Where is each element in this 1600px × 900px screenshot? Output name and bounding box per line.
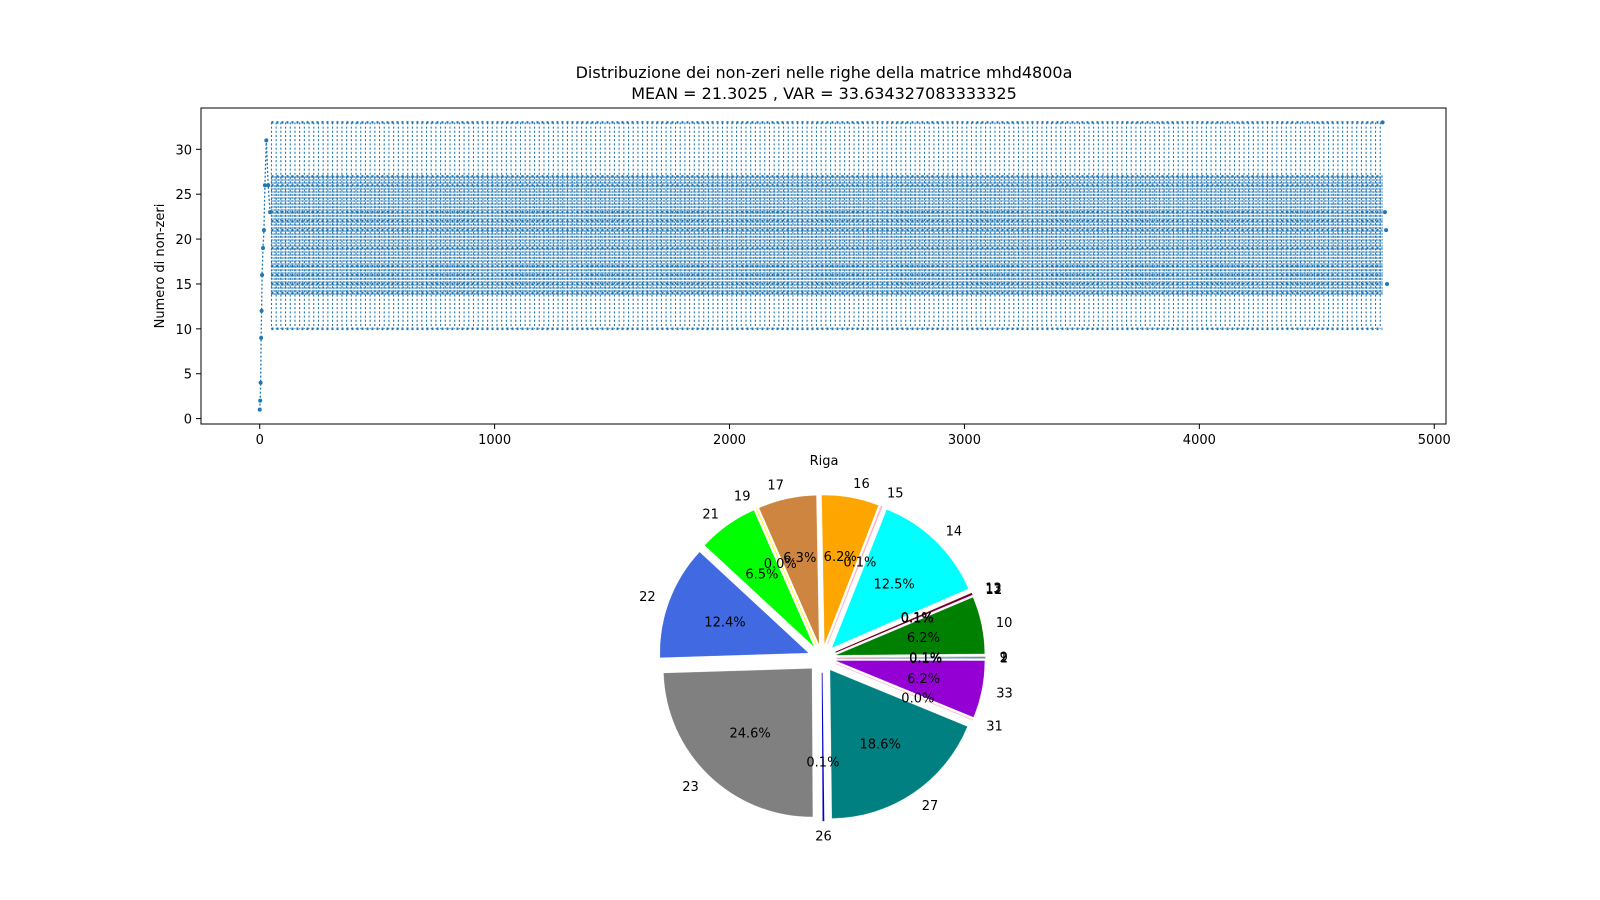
pie-pct-10: 6.2% (907, 631, 940, 646)
chart-title: Distribuzione dei non-zeri nelle righe d… (576, 63, 1073, 82)
pie-pct-23: 24.6% (729, 727, 770, 742)
pie-label-17: 17 (767, 479, 784, 494)
y-axis-ticks: 0 5 10 15 20 25 30 (175, 143, 201, 428)
pie-pct-14: 12.5% (873, 578, 914, 593)
y-axis-label: Numero di non-zeri (153, 204, 168, 329)
pie-slice-22 (660, 552, 809, 658)
pie-pct-17: 6.3% (783, 551, 816, 566)
pie-slice-26 (821, 672, 825, 822)
pie-label-26: 26 (815, 830, 832, 845)
pie-pct-13: 0.1% (901, 611, 934, 626)
y-tick-label: 25 (175, 188, 192, 203)
pie-chart: 10.1% 20.1% 90.1%106.2%110.1%120.1%130.1%1… (639, 477, 1013, 844)
data-point (266, 183, 271, 188)
pie-label-31: 31 (986, 720, 1003, 735)
data-line-startup (259, 140, 271, 410)
pie-pct-9: 0.1% (909, 651, 942, 666)
pie-slice-27 (830, 670, 968, 819)
pie-label-12: 12 (985, 582, 1002, 597)
pie-pct-21: 6.5% (745, 568, 778, 583)
pie-label-2: 2 (1000, 651, 1008, 666)
pie-slice-17 (759, 495, 819, 644)
pie-pct-27: 18.6% (860, 738, 901, 753)
pie-pct-19: 0.0% (764, 557, 797, 572)
pie-pct-33: 6.2% (907, 672, 940, 687)
y-tick-label: 5 (184, 368, 192, 383)
pie-label-1: 1 (1000, 652, 1008, 667)
data-point (264, 138, 269, 143)
pie-pct-12: 0.1% (901, 611, 934, 626)
plot-area (201, 108, 1446, 424)
pie-slice-19 (755, 508, 817, 645)
x-axis-ticks: 0 1000 2000 3000 4000 5000 (256, 424, 1451, 448)
data-point (259, 335, 264, 340)
pie-label-27: 27 (922, 799, 939, 814)
y-tick-label: 20 (175, 233, 192, 248)
pie-slice-23 (663, 668, 813, 817)
x-tick-label: 4000 (1183, 433, 1216, 448)
pie-slice-31 (835, 663, 974, 721)
pie-label-33: 33 (996, 686, 1013, 701)
y-tick-label: 15 (175, 278, 192, 293)
pie-label-14: 14 (946, 525, 963, 540)
pie-pct-15: 0.1% (843, 556, 876, 571)
pie-pct-31: 0.0% (901, 691, 934, 706)
data-point (1385, 281, 1390, 286)
data-point (257, 407, 262, 412)
pie-pct-26: 0.1% (806, 756, 839, 771)
pie-slice-21 (704, 510, 814, 647)
data-point (1384, 228, 1389, 233)
pie-slice-10 (836, 597, 985, 656)
pie-label-23: 23 (682, 780, 699, 795)
y-tick-label: 30 (175, 143, 192, 158)
pie-label-9: 9 (1000, 651, 1008, 666)
pie-pct-11: 0.1% (901, 612, 934, 627)
x-tick-label: 3000 (948, 433, 981, 448)
pie-slice-33 (836, 660, 985, 718)
data-point (261, 246, 266, 251)
pie-label-21: 21 (702, 507, 719, 522)
data-point (262, 183, 267, 188)
x-tick-label: 1000 (478, 433, 511, 448)
pie-slice-9 (836, 656, 986, 659)
x-tick-label: 2000 (713, 433, 746, 448)
scatter-marks (257, 120, 1390, 412)
data-point (258, 398, 263, 403)
pie-labels: 10.1% 20.1% 90.1%106.2%110.1%120.1%130.1%1… (639, 477, 1013, 844)
pie-label-10: 10 (996, 616, 1013, 631)
data-point (260, 272, 265, 277)
pie-pct-22: 12.4% (704, 616, 745, 631)
pie-slice-14 (832, 509, 969, 648)
x-tick-label: 0 (256, 433, 264, 448)
pie-slices (660, 495, 986, 822)
pie-pct-2: 0.1% (909, 652, 942, 667)
data-point (1380, 120, 1385, 125)
pie-label-15: 15 (887, 487, 904, 502)
pie-label-13: 13 (985, 582, 1002, 597)
pie-pct-1: 0.1% (909, 652, 942, 667)
pie-label-11: 11 (986, 583, 1003, 598)
x-tick-label: 5000 (1418, 433, 1451, 448)
data-point (259, 308, 264, 313)
y-tick-label: 10 (175, 323, 192, 338)
pie-pct-16: 6.2% (824, 550, 857, 565)
chart-subtitle: MEAN = 21.3025 , VAR = 33.63432708333332… (631, 84, 1017, 103)
pie-slice-15 (827, 505, 883, 645)
pie-label-19: 19 (734, 489, 751, 504)
pie-label-16: 16 (853, 477, 870, 492)
data-point (258, 380, 263, 385)
pie-slice-16 (821, 495, 879, 644)
y-tick-label: 0 (184, 413, 192, 428)
plot-frame (200, 107, 1447, 425)
data-point (1382, 210, 1387, 215)
pie-slice-13 (835, 592, 973, 653)
pie-label-22: 22 (639, 590, 656, 605)
x-axis-label: Riga (810, 454, 839, 469)
data-point (261, 228, 266, 233)
